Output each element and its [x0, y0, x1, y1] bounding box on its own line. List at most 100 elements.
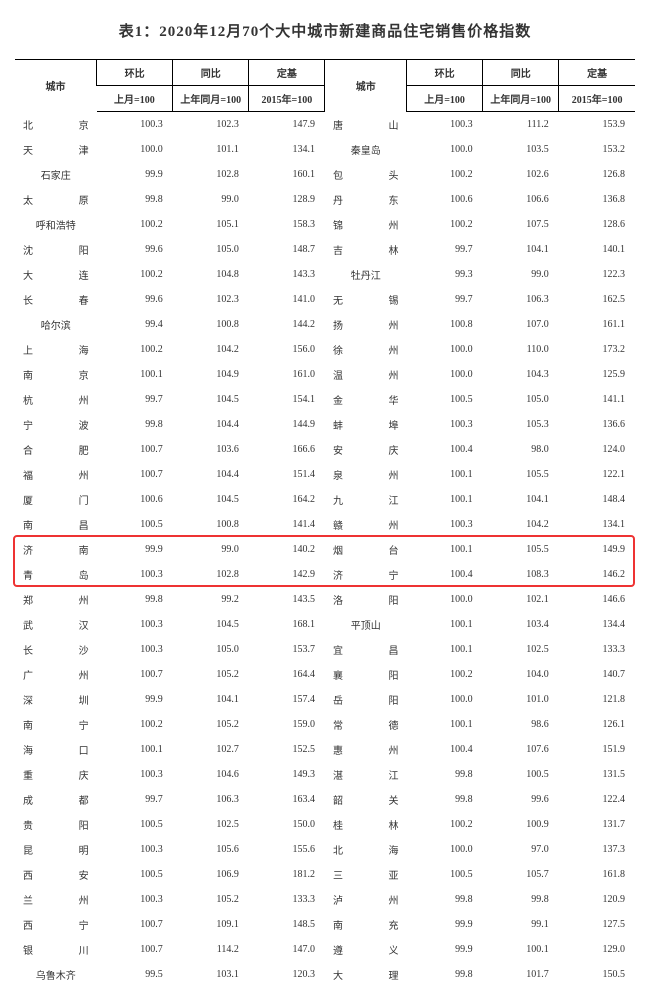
base-cell: 154.1	[249, 387, 325, 412]
yoy-cell: 99.0	[483, 262, 559, 287]
city-name: 赣州	[327, 517, 405, 532]
yoy-cell: 104.4	[173, 462, 249, 487]
city-name: 深圳	[17, 692, 95, 707]
mom-cell: 100.3	[407, 112, 483, 137]
city-name: 常德	[327, 717, 405, 732]
mom-cell: 99.7	[407, 287, 483, 312]
yoy-cell: 107.0	[483, 312, 559, 337]
city-name: 太原	[17, 192, 95, 207]
yoy-cell: 105.0	[173, 637, 249, 662]
mom-cell: 99.8	[407, 962, 483, 987]
city-cell: 昆明	[15, 837, 97, 862]
city-name: 厦门	[17, 492, 95, 507]
mom-cell: 100.5	[97, 812, 173, 837]
mom-cell: 100.1	[407, 712, 483, 737]
city-name: 贵阳	[17, 817, 95, 832]
city-name: 秦皇岛	[327, 142, 405, 157]
yoy-cell: 102.7	[173, 737, 249, 762]
city-cell: 宁波	[15, 412, 97, 437]
subheader-yoy-1: 上年同月=100	[173, 86, 249, 112]
base-cell: 140.2	[249, 537, 325, 562]
city-cell: 南昌	[15, 512, 97, 537]
price-index-table: 城市 环比 同比 定基 城市 环比 同比 定基 上月=100 上年同月=100 …	[15, 59, 635, 987]
base-cell: 134.1	[249, 137, 325, 162]
mom-cell: 100.2	[407, 212, 483, 237]
yoy-cell: 103.5	[483, 137, 559, 162]
city-name: 青岛	[17, 567, 95, 582]
table-title: 表1：2020年12月70个大中城市新建商品住宅销售价格指数	[15, 20, 635, 41]
base-cell: 166.6	[249, 437, 325, 462]
yoy-cell: 99.0	[173, 537, 249, 562]
yoy-cell: 99.2	[173, 587, 249, 612]
base-cell: 134.4	[559, 612, 635, 637]
city-cell: 杭州	[15, 387, 97, 412]
table-row: 昆明100.3105.6155.6北海100.097.0137.3	[15, 837, 635, 862]
base-cell: 122.4	[559, 787, 635, 812]
city-name: 丹东	[327, 192, 405, 207]
base-cell: 161.0	[249, 362, 325, 387]
table-row: 青岛100.3102.8142.9济宁100.4108.3146.2	[15, 562, 635, 587]
yoy-cell: 105.1	[173, 212, 249, 237]
base-cell: 141.1	[559, 387, 635, 412]
base-cell: 149.9	[559, 537, 635, 562]
base-cell: 155.6	[249, 837, 325, 862]
city-name: 九江	[327, 492, 405, 507]
city-cell: 南京	[15, 362, 97, 387]
city-cell: 天津	[15, 137, 97, 162]
yoy-cell: 101.7	[483, 962, 559, 987]
base-cell: 129.0	[559, 937, 635, 962]
mom-cell: 99.9	[97, 537, 173, 562]
base-cell: 142.9	[249, 562, 325, 587]
city-cell: 九江	[325, 487, 407, 512]
yoy-cell: 105.6	[173, 837, 249, 862]
city-name: 昆明	[17, 842, 95, 857]
mom-cell: 100.0	[407, 362, 483, 387]
mom-cell: 100.2	[97, 712, 173, 737]
yoy-cell: 100.9	[483, 812, 559, 837]
table-row: 西宁100.7109.1148.5南充99.999.1127.5	[15, 912, 635, 937]
base-cell: 160.1	[249, 162, 325, 187]
city-cell: 惠州	[325, 737, 407, 762]
base-cell: 136.6	[559, 412, 635, 437]
city-cell: 宜昌	[325, 637, 407, 662]
yoy-cell: 104.5	[173, 487, 249, 512]
mom-cell: 100.7	[97, 662, 173, 687]
yoy-cell: 110.0	[483, 337, 559, 362]
city-cell: 西宁	[15, 912, 97, 937]
city-cell: 平顶山	[325, 612, 407, 637]
table-row: 银川100.7114.2147.0遵义99.9100.1129.0	[15, 937, 635, 962]
city-name: 宜昌	[327, 642, 405, 657]
city-cell: 锦州	[325, 212, 407, 237]
table-row: 海口100.1102.7152.5惠州100.4107.6151.9	[15, 737, 635, 762]
mom-cell: 100.1	[97, 737, 173, 762]
base-cell: 173.2	[559, 337, 635, 362]
mom-cell: 100.1	[407, 462, 483, 487]
city-name: 南京	[17, 367, 95, 382]
mom-cell: 100.5	[407, 862, 483, 887]
base-cell: 148.7	[249, 237, 325, 262]
base-cell: 137.3	[559, 837, 635, 862]
table-row: 大连100.2104.8143.3牡丹江99.399.0122.3	[15, 262, 635, 287]
yoy-cell: 105.7	[483, 862, 559, 887]
table-row: 成都99.7106.3163.4韶关99.899.6122.4	[15, 787, 635, 812]
yoy-cell: 105.2	[173, 662, 249, 687]
yoy-cell: 104.4	[173, 412, 249, 437]
base-cell: 144.9	[249, 412, 325, 437]
city-name: 合肥	[17, 442, 95, 457]
city-name: 吉林	[327, 242, 405, 257]
header-yoy-1: 同比	[173, 60, 249, 86]
table-row: 合肥100.7103.6166.6安庆100.498.0124.0	[15, 437, 635, 462]
city-cell: 蚌埠	[325, 412, 407, 437]
city-cell: 海口	[15, 737, 97, 762]
city-cell: 贵阳	[15, 812, 97, 837]
table-body: 北京100.3102.3147.9唐山100.3111.2153.9天津100.…	[15, 112, 635, 987]
table-row: 重庆100.3104.6149.3湛江99.8100.5131.5	[15, 762, 635, 787]
mom-cell: 100.0	[97, 137, 173, 162]
table-row: 南京100.1104.9161.0温州100.0104.3125.9	[15, 362, 635, 387]
mom-cell: 99.7	[97, 387, 173, 412]
yoy-cell: 101.1	[173, 137, 249, 162]
base-cell: 151.9	[559, 737, 635, 762]
base-cell: 146.2	[559, 562, 635, 587]
base-cell: 131.7	[559, 812, 635, 837]
city-name: 大连	[17, 267, 95, 282]
